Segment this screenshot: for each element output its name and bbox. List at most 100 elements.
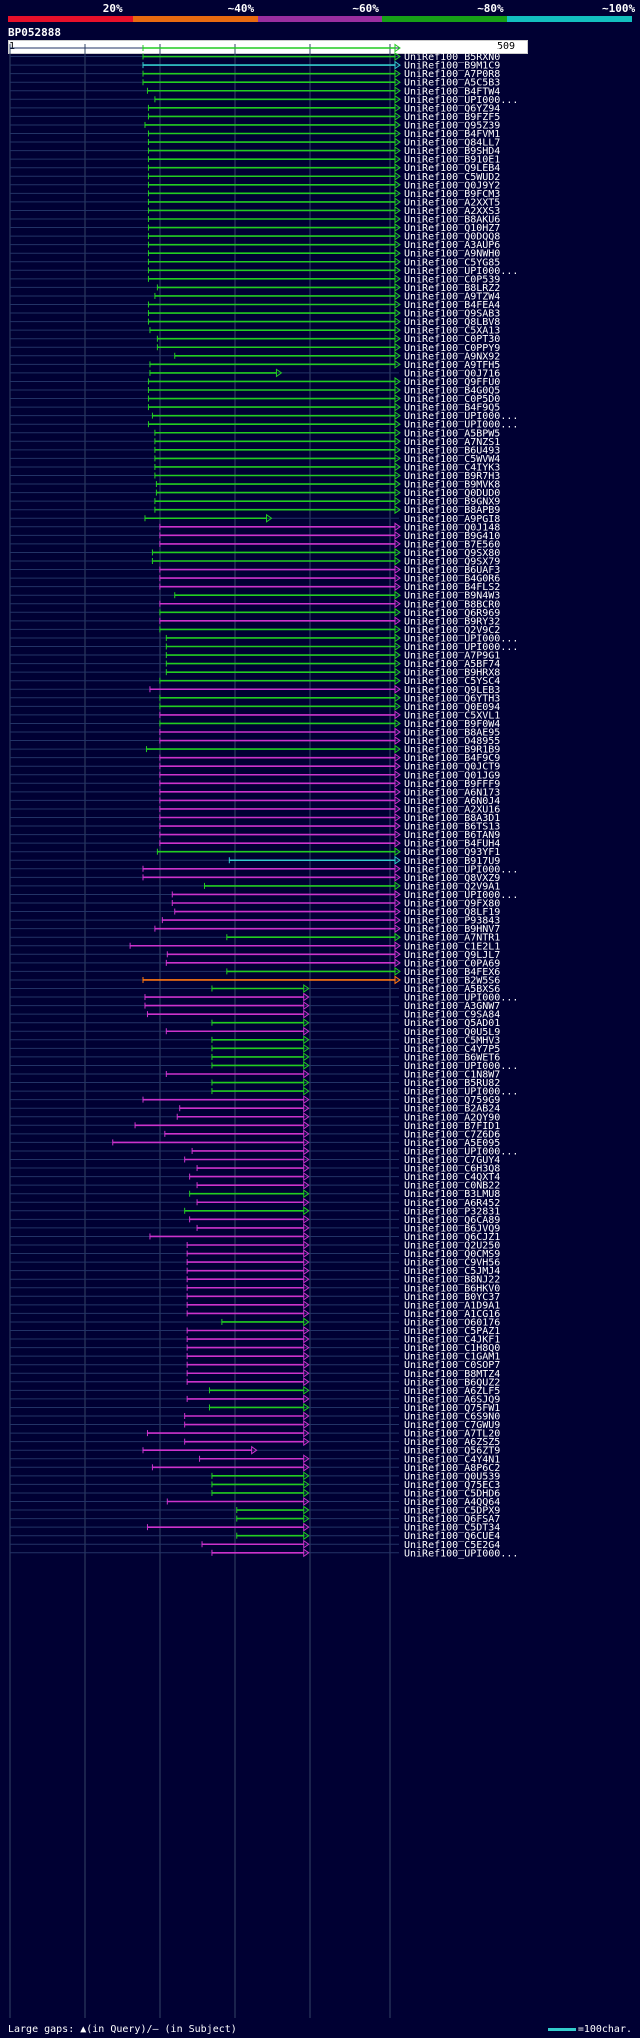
hit-label: UniRef100_Q0J148 [404,522,500,533]
hit-end-arrow [303,1189,310,1199]
hit-end-arrow [303,1462,310,1472]
hit-end-arrow [394,778,401,788]
hit-label: UniRef100_Q95Z39 [404,120,500,131]
hit-label: UniRef100_Q9LEB3 [404,685,500,696]
hit-end-arrow [394,872,401,882]
hit-label: UniRef100_P93843 [404,916,500,927]
hit-label: UniRef100_UPI000... [404,890,518,901]
legend-swatch [382,16,508,22]
hit-label: UniRef100_B9HRX8 [404,668,500,679]
hit-end-arrow [394,650,401,660]
hit-label: UniRef100_P32831 [404,1206,500,1217]
hit-label: UniRef100_C5DPX9 [404,1506,500,1517]
hit-label: UniRef100_Q8LBV8 [404,317,500,328]
hit-end-arrow [303,1514,310,1524]
hit-end-arrow [303,1180,310,1190]
hit-label: UniRef100_A7NTR1 [404,933,500,944]
hit-label: UniRef100_B9R1B9 [404,745,500,756]
hit-label: UniRef100_Q8VXZ9 [404,873,500,884]
hit-label: UniRef100_C5WUD2 [404,172,500,183]
hit-label: UniRef100_C1H8Q0 [404,1343,500,1354]
hit-end-arrow [394,282,401,292]
legend-label: ~60% [352,2,379,15]
hit-label: UniRef100_B9SHD4 [404,146,500,157]
hit-label: UniRef100_C7GWU9 [404,1420,500,1431]
hit-end-arrow [303,1026,310,1036]
hit-end-arrow [394,582,401,592]
hit-end-arrow [394,898,401,908]
hit-label: UniRef100_A6SJQ9 [404,1394,500,1405]
hit-label: UniRef100_C0NB22 [404,1181,500,1192]
scale-swatch [547,2027,576,2031]
hit-end-arrow [303,1505,310,1515]
hit-label: UniRef100_A2QY90 [404,1112,500,1123]
hit-end-arrow [303,1471,310,1481]
hit-label: UniRef100_Q2V9C2 [404,625,500,636]
hit-label: UniRef100_Q9SX79 [404,557,500,568]
hit-end-arrow [394,966,401,976]
hit-end-arrow [303,1009,310,1019]
hit-label: UniRef100_A7P0R8 [404,69,500,80]
hit-label: UniRef100_B9MVK8 [404,480,500,491]
hit-label: UniRef100_A2XXS3 [404,206,500,217]
footer-gap-legend: Large gaps: ▲(in Query)/— (in Subject) [8,2024,237,2035]
legend-label: 20% [102,2,123,15]
hit-end-arrow [394,701,401,711]
hit-label: UniRef100_C7Z6D6 [404,1129,500,1140]
hit-label: UniRef100_C0PA69 [404,958,500,969]
hit-label: UniRef100_B0YC37 [404,1292,500,1303]
hit-label: UniRef100_B9HNV7 [404,924,500,935]
hit-label: UniRef100_B9M1C9 [404,61,500,72]
hit-label: UniRef100_B910E1 [404,155,500,166]
hit-label: UniRef100_Q56ZT9 [404,1446,500,1457]
hit-label: UniRef100_Q0J9Y2 [404,180,500,191]
hit-end-arrow [303,1206,310,1216]
hit-label: UniRef100_C4JKF1 [404,1335,500,1346]
hit-end-arrow [303,1394,310,1404]
hit-label: UniRef100_B8APB9 [404,505,500,516]
hit-end-arrow [394,676,401,686]
hit-label: UniRef100_UPI000... [404,864,518,875]
hit-label: UniRef100_B6HKV0 [404,1283,500,1294]
hit-end-arrow [303,1479,310,1489]
footer: Large gaps: ▲(in Query)/— (in Subject) =… [8,2024,632,2036]
hit-end-arrow [303,1035,310,1045]
hit-label: UniRef100_Q0CMS9 [404,1249,500,1260]
legend-swatch [507,16,632,22]
hit-label: UniRef100_B6U493 [404,445,500,456]
hit-label: UniRef100_UPI000... [404,411,518,422]
hit-label: UniRef100_Q5AD01 [404,1018,500,1029]
hit-end-arrow [303,1155,310,1164]
hit-end-arrow [394,753,401,763]
hit-label: UniRef100_B4G0Q5 [404,386,500,397]
hit-label: UniRef100_Q6CA89 [404,1215,500,1226]
hit-end-arrow [303,1103,310,1113]
hit-end-arrow [394,907,401,917]
hit-label: UniRef100_Q9SX80 [404,548,500,559]
hit-end-arrow [394,240,401,250]
hit-label: UniRef100_A7NZS1 [404,437,500,448]
hit-end-arrow [394,590,401,600]
hit-label: UniRef100_UPI000... [404,266,518,277]
hit-end-arrow [394,163,401,173]
hit-label: UniRef100_A9TZW4 [404,291,500,302]
hit-end-arrow [394,975,401,985]
hit-label: UniRef100_Q0DUD0 [404,488,500,499]
hit-end-arrow [303,1231,310,1241]
hit-end-arrow [303,1163,310,1173]
hit-end-arrow [303,1385,310,1395]
hit-label: UniRef100_A6N0J4 [404,796,500,807]
hit-label: UniRef100_UPI000... [404,642,518,653]
hit-label: UniRef100_C0P539 [404,274,500,285]
hit-end-arrow [394,479,401,489]
hit-end-arrow [303,1137,310,1147]
hit-end-arrow [394,43,401,53]
hit-end-arrow [303,984,310,993]
hit-end-arrow [394,496,401,506]
hit-end-arrow [303,1120,310,1130]
hit-end-arrow [303,1377,310,1387]
hit-end-arrow [394,932,401,942]
hit-label: UniRef100_B8LRZ2 [404,283,500,294]
hit-end-arrow [303,1060,310,1070]
hit-end-arrow [303,1488,310,1498]
